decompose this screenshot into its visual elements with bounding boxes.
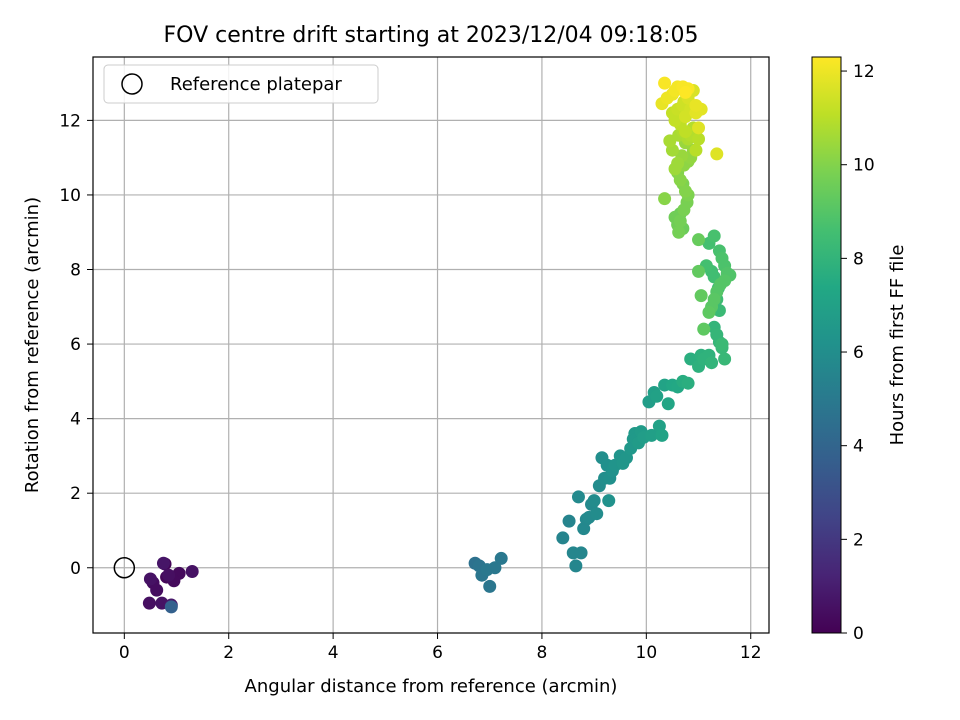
- scatter-point: [661, 397, 675, 411]
- scatter-point: [694, 289, 708, 303]
- y-tick-label: 4: [70, 410, 81, 430]
- scatter-point: [556, 531, 570, 545]
- scatter-point: [562, 514, 576, 528]
- scatter-point: [681, 376, 695, 390]
- scatter-point: [645, 428, 659, 442]
- reference-platepar-marker: [113, 557, 136, 579]
- scatter-point: [673, 214, 687, 228]
- x-tick-label: 10: [636, 643, 658, 663]
- scatter-point: [707, 229, 721, 243]
- scatter-point: [705, 356, 719, 370]
- scatter-points: [142, 76, 737, 614]
- x-tick-label: 4: [328, 643, 339, 663]
- y-tick-label: 0: [70, 559, 81, 579]
- scatter-point: [590, 507, 604, 521]
- colorbar-frame: [811, 56, 842, 634]
- legend-entry-reference-platepar: Reference platepar: [170, 74, 342, 95]
- scatter-point: [574, 546, 588, 560]
- scatter-point: [678, 184, 692, 198]
- scatter-point: [672, 225, 686, 239]
- scatter-point: [702, 305, 716, 319]
- y-tick-label: 6: [70, 335, 81, 355]
- scatter-point: [692, 233, 706, 247]
- scatter-point: [480, 563, 494, 577]
- scatter-point: [571, 490, 585, 504]
- colorbar-tick-label: 6: [853, 343, 864, 363]
- scatter-point: [678, 85, 692, 99]
- colorbar-label: Hours from first FF file: [887, 245, 908, 446]
- colorbar-tick-label: 10: [853, 156, 875, 176]
- colorbar-gradient: [812, 57, 841, 633]
- scatter-point: [673, 173, 687, 187]
- y-tick-label: 12: [59, 111, 81, 131]
- scatter-point: [164, 600, 178, 614]
- y-tick-label: 2: [70, 484, 81, 504]
- y-axis-label: Rotation from reference (arcmin): [22, 197, 43, 493]
- scatter-point: [710, 147, 724, 161]
- colorbar-tick-label: 4: [853, 437, 864, 457]
- scatter-point: [668, 162, 682, 176]
- y-tick-label: 8: [70, 261, 81, 281]
- legend-reference-marker: [121, 73, 143, 95]
- colorbar-tick-label: 12: [853, 62, 875, 82]
- scatter-point: [143, 572, 157, 586]
- colorbar-tick-label: 2: [853, 530, 864, 550]
- colorbar: 0 2 4 6 8 10 12 Hours from first FF file: [811, 56, 908, 644]
- scatter-point: [718, 352, 732, 366]
- y-tick-label: 10: [59, 186, 81, 206]
- scatter-point: [692, 132, 706, 146]
- scatter-point: [569, 559, 583, 573]
- legend: Reference platepar: [103, 64, 379, 104]
- scatter-point: [689, 143, 703, 157]
- x-tick-label: 2: [223, 643, 234, 663]
- scatter-point: [156, 556, 170, 570]
- scatter-point: [658, 192, 672, 206]
- scatter-point: [692, 121, 706, 135]
- plot-frame: [92, 56, 770, 634]
- scatter-point: [494, 551, 508, 565]
- colorbar-tick-label: 8: [853, 249, 864, 269]
- scatter-point: [658, 76, 672, 90]
- scatter-point: [697, 322, 711, 336]
- legend-box: [103, 64, 379, 104]
- scatter-point: [715, 337, 729, 351]
- grid: [93, 57, 769, 633]
- scatter-point: [602, 494, 616, 508]
- x-axis-ticks: 0 2 4 6 8 10 12: [119, 633, 762, 663]
- scatter-point: [587, 494, 601, 508]
- x-tick-label: 0: [119, 643, 130, 663]
- x-tick-label: 6: [432, 643, 443, 663]
- chart-title: FOV centre drift starting at 2023/12/04 …: [164, 23, 699, 48]
- colorbar-tick-label: 0: [853, 624, 864, 644]
- scatter-point: [692, 264, 706, 278]
- scatter-point: [162, 568, 176, 582]
- y-axis-ticks: 0 2 4 6 8 10 12: [59, 111, 93, 579]
- scatter-point: [142, 596, 156, 610]
- scatter-point: [150, 583, 164, 597]
- colorbar-ticks: 0 2 4 6 8 10 12: [841, 62, 875, 644]
- x-axis-label: Angular distance from reference (arcmin): [245, 676, 618, 697]
- scatter-point: [689, 98, 703, 112]
- scatter-point: [483, 579, 497, 593]
- x-tick-label: 12: [740, 643, 762, 663]
- scatter-point: [185, 564, 199, 578]
- x-tick-label: 8: [537, 643, 548, 663]
- scatter-point: [650, 389, 664, 403]
- scatter-point: [655, 428, 669, 442]
